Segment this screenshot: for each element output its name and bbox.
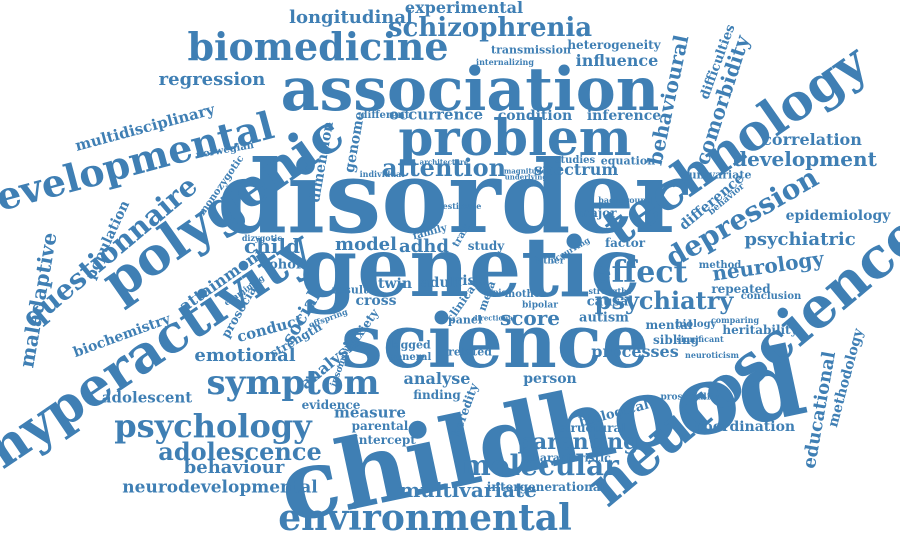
word-coordination: coordination (694, 419, 796, 435)
word-risk: risk (454, 273, 486, 289)
word-mother: mother (504, 289, 546, 300)
word-individual: individual (359, 169, 405, 179)
word-measure: measure (334, 403, 406, 422)
word-condition: condition (497, 108, 573, 124)
word-epidemiology: epidemiology (785, 208, 891, 224)
word-child: child (244, 234, 300, 258)
word-spectrum: spectrum (533, 160, 619, 179)
word-score: score (499, 306, 561, 330)
word-causal: causal (586, 294, 634, 310)
word-psychiatry: psychiatry (594, 286, 734, 315)
word-longitudinal: longitudinal (289, 7, 413, 28)
word-evidence: evidence (301, 398, 361, 412)
word-adolescent: adolescent (101, 388, 193, 407)
word-disorder: disorder (217, 138, 687, 256)
word-background: background (598, 195, 652, 205)
word-analyse: analyse (403, 369, 471, 388)
word-bipolar: bipolar (522, 300, 558, 311)
word-biology: biology (675, 319, 717, 330)
word-model: model (335, 234, 397, 255)
word-transmission: transmission (491, 43, 571, 57)
word-adhd: adhd (399, 236, 449, 257)
word-experimental: experimental (404, 0, 524, 17)
word-psychology: psychology (114, 407, 312, 445)
word-equation: equation (600, 154, 656, 168)
word-cross: cross (355, 293, 397, 309)
word-conclusion: conclusion (740, 291, 802, 302)
word-related: related (448, 345, 492, 359)
word-development: development (733, 147, 877, 171)
word-cohort: cohort (261, 257, 309, 273)
word-internalizing: internalizing (476, 57, 534, 67)
word-lagged: lagged (389, 338, 431, 352)
word-magnitude: magnitude (503, 166, 547, 176)
word-science: science (341, 299, 649, 385)
word-inference: inference (586, 108, 662, 124)
word-comparing: comparing (710, 315, 760, 325)
word-neuroticism: neuroticism (685, 350, 739, 360)
word-structural: structural (558, 421, 626, 435)
word-parental: parental (351, 419, 409, 433)
word-twin: twin (377, 276, 413, 292)
word-sibling: sibling (653, 333, 699, 347)
word-repeated: repeated (711, 282, 771, 296)
word-architecture: architecture (419, 157, 469, 167)
word-association: association (280, 55, 660, 125)
word-attention: attention (381, 153, 507, 182)
word-processes: processes (591, 342, 679, 361)
word-method: method (698, 260, 742, 271)
word-directional: directional (472, 313, 516, 323)
word-topic: topic (483, 287, 507, 297)
word-panel: panel (448, 313, 482, 327)
word-different: different (360, 110, 410, 121)
word-studies: studies (554, 155, 596, 166)
word-correlation: correlation (762, 130, 862, 149)
word-significant: significant (676, 334, 724, 344)
word-influence: influence (575, 51, 659, 70)
word-heterogeneity: heterogeneity (567, 38, 661, 52)
word-multivariate: multivariate (399, 478, 537, 502)
word-mental: mental (645, 318, 693, 332)
word-person: person (523, 371, 577, 387)
word-biomedicine: biomedicine (187, 24, 449, 69)
word-major: major (577, 206, 617, 220)
word-heritability: heritability (722, 323, 798, 337)
word-adolescence: adolescence (158, 437, 322, 466)
word-genetic: genetic (299, 220, 641, 316)
word-father: father (533, 256, 565, 267)
word-neurodevelopmental: neurodevelopmental (122, 477, 318, 498)
word-characteristic: characteristic (525, 451, 611, 465)
word-occurrence: occurrence (388, 105, 484, 124)
word-molecular: molecular (461, 449, 619, 482)
word-estimate: estimate (442, 201, 482, 211)
word-general: general (388, 352, 432, 363)
word-factor: factor (604, 236, 646, 250)
word-parenting: parenting (517, 429, 639, 455)
word-dizygotic: dizygotic (241, 233, 283, 243)
word-study: study (467, 239, 505, 253)
word-intercept: intercept (354, 433, 416, 447)
word-strengths: strengths (588, 286, 632, 296)
word-autism: autism (579, 310, 629, 326)
word-regression: regression (158, 69, 266, 90)
word-result: result (331, 283, 369, 297)
word-problem: problem (398, 108, 632, 167)
word-schizophrenia: schizophrenia (387, 13, 593, 43)
word-psychiatric: psychiatric (744, 229, 856, 250)
word-environmental: environmental (278, 497, 572, 538)
word-effect: effect (592, 255, 688, 290)
word-univariate: univariate (688, 168, 752, 182)
word-finding: finding (413, 388, 461, 402)
word-intergenerational: intergenerational (486, 480, 606, 494)
word-emotional: emotional (194, 345, 296, 366)
word-behaviour: behaviour (183, 457, 285, 478)
word-underlying: underlying (504, 172, 548, 182)
word-symptom: symptom (206, 363, 380, 403)
word-prosociality: prosociality (660, 392, 720, 403)
word-adult: adult (420, 275, 462, 291)
